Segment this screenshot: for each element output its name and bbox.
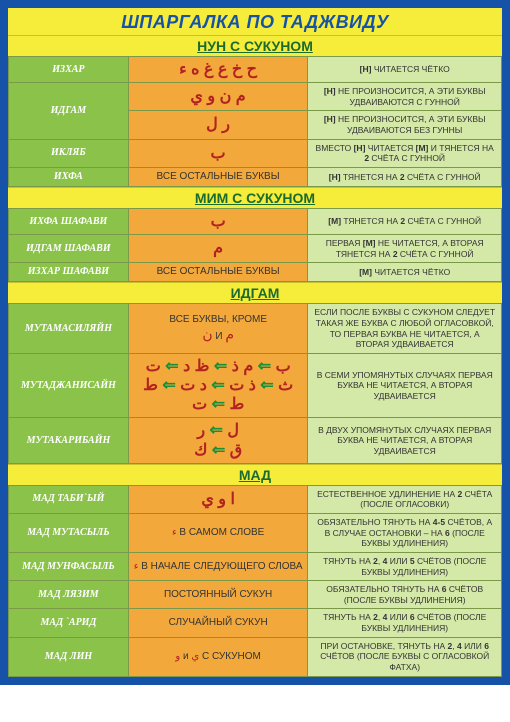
rule-description: ОБЯЗАТЕЛЬНО ТЯНУТЬ НА 4-5 СЧЁТОВ, А В СЛ… — [308, 514, 502, 553]
section-header: НУН С СУКУНОМ — [8, 35, 502, 56]
rule-description: [Н] НЕ ПРОИЗНОСИТСЯ, А ЭТИ БУКВЫ УДВАИВА… — [308, 83, 502, 111]
table-row: ИЗХАР ШАФАВИВСЕ ОСТАЛЬНЫЕ БУКВЫ[М] ЧИТАЕ… — [9, 263, 502, 282]
table-row: МАД ТАБИ`ЫЙا و يЕСТЕСТВЕННОЕ УДЛИНЕНИЕ Н… — [9, 485, 502, 513]
rule-description: ЕСТЕСТВЕННОЕ УДЛИНЕНИЕ НА 2 СЧЁТА (ПОСЛЕ… — [308, 485, 502, 513]
rules-table: ИХФА ШАФАВИب[М] ТЯНЕТСЯ НА 2 СЧЁТА С ГУН… — [8, 208, 502, 282]
rule-letters: ء В НАЧАЛЕ СЛЕДУЮЩЕГО СЛОВА — [128, 552, 308, 580]
rule-name: ИХФА — [9, 167, 129, 186]
rule-description: [Н] ЧИТАЕТСЯ ЧЁТКО — [308, 57, 502, 83]
rule-description: В ДВУХ УПОМЯНУТЫХ СЛУЧАЯХ ПЕРВАЯ БУКВА Н… — [308, 418, 502, 463]
rule-name: МУТАДЖАНИСАЙН — [9, 353, 129, 418]
rules-table: МАД ТАБИ`ЫЙا و يЕСТЕСТВЕННОЕ УДЛИНЕНИЕ Н… — [8, 485, 502, 677]
rule-description: [Н] НЕ ПРОИЗНОСИТСЯ, А ЭТИ БУКВЫ УДВАИВА… — [308, 111, 502, 139]
rule-letters: م — [128, 235, 308, 263]
rule-letters: و и ي С СУКУНОМ — [128, 637, 308, 676]
table-row: ИХФА ШАФАВИب[М] ТЯНЕТСЯ НА 2 СЧЁТА С ГУН… — [9, 208, 502, 234]
rule-letters: ل ⇐ رق ⇐ ك — [128, 418, 308, 463]
rule-description: [М] ЧИТАЕТСЯ ЧЁТКО — [308, 263, 502, 282]
tajweed-cheatsheet: ШПАРГАЛКА ПО ТАДЖВИДУ НУН С СУКУНОМИЗХАР… — [0, 0, 510, 685]
rule-letters: م ن و ي — [128, 83, 308, 111]
table-row: МАД МУТАСЫЛЬء В САМОМ СЛОВЕОБЯЗАТЕЛЬНО Т… — [9, 514, 502, 553]
table-row: МАД ЛИНو и ي С СУКУНОМПРИ ОСТАНОВКЕ, ТЯН… — [9, 637, 502, 676]
rule-letters: ب ⇐ م ذ ⇐ ظ د ⇐ تث ⇐ ذ ت ⇐ د ت ⇐ طط ⇐ ت — [128, 353, 308, 418]
rule-letters: ب — [128, 208, 308, 234]
sections-container: НУН С СУКУНОМИЗХАРح خ ع غ ه ء[Н] ЧИТАЕТС… — [8, 35, 502, 677]
rule-description: ОБЯЗАТЕЛЬНО ТЯНУТЬ НА 6 СЧЁТОВ (ПОСЛЕ БУ… — [308, 581, 502, 609]
table-row: МУТАКАРИБАЙНل ⇐ رق ⇐ كВ ДВУХ УПОМЯНУТЫХ … — [9, 418, 502, 463]
rule-description: ЕСЛИ ПОСЛЕ БУКВЫ С СУКУНОМ СЛЕДУЕТ ТАКАЯ… — [308, 304, 502, 354]
rule-description: В СЕМИ УПОМЯНУТЫХ СЛУЧАЯХ ПЕРВАЯ БУКВА Н… — [308, 353, 502, 418]
rule-letters: ء В САМОМ СЛОВЕ — [128, 514, 308, 553]
rule-name: МАД МУНФАСЫЛЬ — [9, 552, 129, 580]
rule-letters: ر ل — [128, 111, 308, 139]
rule-name: МАД ТАБИ`ЫЙ — [9, 485, 129, 513]
rule-name: ИХФА ШАФАВИ — [9, 208, 129, 234]
table-row: МАД `АРИДСЛУЧАЙНЫЙ СУКУНТЯНУТЬ НА 2, 4 И… — [9, 609, 502, 637]
rule-description: ВМЕСТО [Н] ЧИТАЕТСЯ [М] И ТЯНЕТСЯ НА 2 С… — [308, 139, 502, 167]
table-row: МУТАДЖАНИСАЙНب ⇐ م ذ ⇐ ظ د ⇐ تث ⇐ ذ ت ⇐ … — [9, 353, 502, 418]
rule-name: ИДГАМ — [9, 83, 129, 140]
table-row: ИДГАМ ШАФАВИمПЕРВАЯ [М] НЕ ЧИТАЕТСЯ, А В… — [9, 235, 502, 263]
rule-name: МАД ЛИН — [9, 637, 129, 676]
rule-name: ИДГАМ ШАФАВИ — [9, 235, 129, 263]
table-row: ИДГАМم ن و ي[Н] НЕ ПРОИЗНОСИТСЯ, А ЭТИ Б… — [9, 83, 502, 111]
section-header: МАД — [8, 464, 502, 485]
rule-description: ПЕРВАЯ [М] НЕ ЧИТАЕТСЯ, А ВТОРАЯ ТЯНЕТСЯ… — [308, 235, 502, 263]
rule-name: МАД ЛЯЗИМ — [9, 581, 129, 609]
rule-description: [Н] ТЯНЕТСЯ НА 2 СЧЁТА С ГУННОЙ — [308, 167, 502, 186]
rule-letters: ا و ي — [128, 485, 308, 513]
section-header: ИДГАМ — [8, 282, 502, 303]
rule-letters: ПОСТОЯННЫЙ СУКУН — [128, 581, 308, 609]
rule-name: ИЗХАР — [9, 57, 129, 83]
rule-name: ИКЛЯБ — [9, 139, 129, 167]
table-row: МАД МУНФАСЫЛЬء В НАЧАЛЕ СЛЕДУЮЩЕГО СЛОВА… — [9, 552, 502, 580]
rule-letters: СЛУЧАЙНЫЙ СУКУН — [128, 609, 308, 637]
rule-description: ТЯНУТЬ НА 2, 4 ИЛИ 6 СЧЁТОВ (ПОСЛЕ БУКВЫ… — [308, 609, 502, 637]
rule-letters: ح خ ع غ ه ء — [128, 57, 308, 83]
rule-letters: ВСЕ БУКВЫ, КРОМЕن И م — [128, 304, 308, 354]
section-header: МИМ С СУКУНОМ — [8, 187, 502, 208]
rule-name: МАД `АРИД — [9, 609, 129, 637]
rule-name: ИЗХАР ШАФАВИ — [9, 263, 129, 282]
rule-name: МУТАКАРИБАЙН — [9, 418, 129, 463]
table-row: ИХФАВСЕ ОСТАЛЬНЫЕ БУКВЫ[Н] ТЯНЕТСЯ НА 2 … — [9, 167, 502, 186]
table-row: ИКЛЯБبВМЕСТО [Н] ЧИТАЕТСЯ [М] И ТЯНЕТСЯ … — [9, 139, 502, 167]
table-row: ИЗХАРح خ ع غ ه ء[Н] ЧИТАЕТСЯ ЧЁТКО — [9, 57, 502, 83]
main-title: ШПАРГАЛКА ПО ТАДЖВИДУ — [8, 8, 502, 35]
rule-description: ТЯНУТЬ НА 2, 4 ИЛИ 5 СЧЁТОВ (ПОСЛЕ БУКВЫ… — [308, 552, 502, 580]
rule-letters: ВСЕ ОСТАЛЬНЫЕ БУКВЫ — [128, 263, 308, 282]
rule-letters: ب — [128, 139, 308, 167]
table-row: МАД ЛЯЗИМПОСТОЯННЫЙ СУКУНОБЯЗАТЕЛЬНО ТЯН… — [9, 581, 502, 609]
rules-table: МУТАМАСИЛЯЙНВСЕ БУКВЫ, КРОМЕن И مЕСЛИ ПО… — [8, 303, 502, 463]
rule-name: МАД МУТАСЫЛЬ — [9, 514, 129, 553]
rule-description: [М] ТЯНЕТСЯ НА 2 СЧЁТА С ГУННОЙ — [308, 208, 502, 234]
rule-name: МУТАМАСИЛЯЙН — [9, 304, 129, 354]
rules-table: ИЗХАРح خ ع غ ه ء[Н] ЧИТАЕТСЯ ЧЁТКОИДГАМم… — [8, 56, 502, 187]
rule-description: ПРИ ОСТАНОВКЕ, ТЯНУТЬ НА 2, 4 ИЛИ 6 СЧЁТ… — [308, 637, 502, 676]
rule-letters: ВСЕ ОСТАЛЬНЫЕ БУКВЫ — [128, 167, 308, 186]
table-row: МУТАМАСИЛЯЙНВСЕ БУКВЫ, КРОМЕن И مЕСЛИ ПО… — [9, 304, 502, 354]
